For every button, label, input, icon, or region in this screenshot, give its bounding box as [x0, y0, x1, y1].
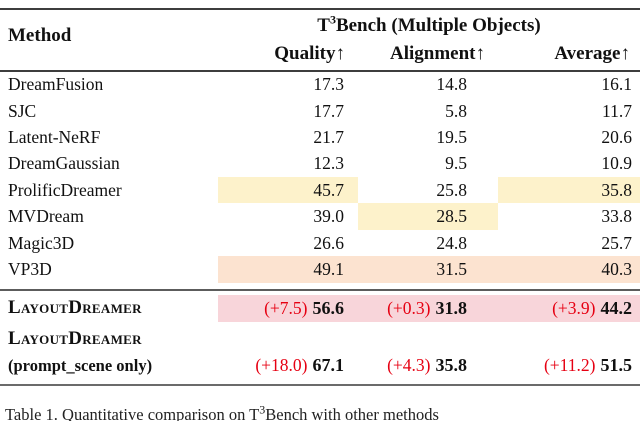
- method-name-ours-variant: LayoutDreamer (prompt_scene only): [0, 326, 218, 380]
- average-cell-ours: (+11.2) 51.5: [498, 351, 640, 380]
- benchmark-header-group: T3Bench (Multiple Objects) Quality↑ Alig…: [218, 10, 640, 70]
- method-name: VP3D: [8, 258, 52, 279]
- caption-text-rest: Bench with other methods: [265, 405, 439, 421]
- table-top-rule: [0, 8, 640, 10]
- table-row-dreamgaussian: DreamGaussian 12.3 9.5 10.9: [0, 151, 640, 177]
- alignment-cell-ours: (+4.3) 35.8: [358, 351, 498, 380]
- quality-value: 56.6: [312, 297, 345, 318]
- method-name: MVDream: [8, 206, 84, 227]
- alignment-cell: 14.8: [436, 74, 467, 95]
- table-row-prolificdreamer: ProlificDreamer 45.7 25.8 35.8: [0, 177, 640, 204]
- alignment-cell: 9.5: [445, 153, 467, 174]
- quality-delta: (+18.0): [255, 354, 308, 375]
- quality-delta: (+7.5): [264, 297, 308, 318]
- alignment-value: 35.8: [435, 354, 468, 375]
- alignment-delta: (+0.3): [387, 297, 431, 318]
- average-cell-highlighted: 40.3: [498, 256, 640, 283]
- metric-column-headers: Quality↑ Alignment↑ Average↑: [218, 40, 640, 68]
- table-row-layoutdreamer-prompt-scene: LayoutDreamer (prompt_scene only) (+18.0…: [0, 322, 640, 380]
- quality-cell-ours: (+7.5) 56.6: [218, 294, 358, 322]
- quality-cell: 26.6: [313, 232, 344, 253]
- method-column-header: Method: [8, 25, 72, 46]
- method-name: ProlificDreamer: [8, 179, 122, 200]
- average-cell: 20.6: [601, 126, 632, 147]
- average-delta: (+3.9): [552, 297, 596, 318]
- alignment-delta: (+4.3): [387, 354, 431, 375]
- benchmark-title-rest: Bench (Multiple Objects): [335, 15, 541, 36]
- average-cell: 11.7: [602, 100, 632, 121]
- quality-cell-highlighted: 49.1: [218, 256, 358, 283]
- average-value: 44.2: [600, 297, 633, 318]
- header-rule: [0, 70, 640, 72]
- method-name: Magic3D: [8, 232, 75, 253]
- quality-cell: 21.7: [313, 126, 344, 147]
- table-row-latent-nerf: Latent-NeRF 21.7 19.5 20.6: [0, 124, 640, 150]
- alignment-column-header: Alignment↑: [390, 43, 485, 64]
- quality-cell: 39.0: [313, 206, 344, 227]
- method-name: SJC: [8, 100, 37, 121]
- table-header: Method T3Bench (Multiple Objects) Qualit…: [0, 10, 640, 70]
- table-row-dreamfusion: DreamFusion 17.3 14.8 16.1: [0, 72, 640, 98]
- alignment-cell: 24.8: [436, 232, 467, 253]
- method-name: DreamGaussian: [8, 153, 120, 174]
- average-value: 51.5: [600, 354, 633, 375]
- method-name: DreamFusion: [8, 74, 104, 95]
- method-note: (prompt_scene only): [8, 355, 153, 375]
- average-cell: 33.8: [601, 206, 632, 227]
- average-cell: 16.1: [601, 74, 632, 95]
- alignment-cell-highlighted: 31.5: [358, 256, 498, 283]
- benchmark-title: T3Bench (Multiple Objects): [218, 12, 640, 40]
- table-row-magic3d: Magic3D 26.6 24.8 25.7: [0, 230, 640, 256]
- quality-cell: 12.3: [313, 153, 344, 174]
- alignment-cell: 19.5: [436, 126, 467, 147]
- mid-rule: [0, 288, 640, 291]
- alignment-value: 31.8: [435, 297, 468, 318]
- average-cell-highlighted: 35.8: [498, 177, 640, 204]
- quality-cell: 17.3: [313, 74, 344, 95]
- average-cell: 10.9: [601, 153, 632, 174]
- alignment-cell: 25.8: [436, 179, 467, 200]
- benchmark-title-prefix: T: [317, 15, 330, 36]
- benchmark-title-superscript: 3: [329, 12, 336, 27]
- method-name: LayoutDreamer: [8, 327, 142, 349]
- table-row-layoutdreamer: LayoutDreamer (+7.5) 56.6 (+0.3) 31.8 (+…: [0, 294, 640, 322]
- method-name: Latent-NeRF: [8, 126, 101, 147]
- quality-cell: 17.7: [313, 100, 344, 121]
- alignment-cell-ours: (+0.3) 31.8: [358, 294, 498, 322]
- method-name-ours: LayoutDreamer: [8, 297, 142, 319]
- table-caption-clipped: Table 1. Quantitative comparison on T3Be…: [0, 402, 640, 421]
- alignment-cell: 5.8: [445, 100, 467, 121]
- quality-cell-highlighted: 45.7: [218, 177, 358, 204]
- quality-column-header: Quality↑: [274, 43, 345, 64]
- quality-value: 67.1: [312, 354, 345, 375]
- table-bottom-rule: [0, 383, 640, 387]
- baseline-rows: DreamFusion 17.3 14.8 16.1 SJC 17.7 5.8 …: [0, 72, 640, 283]
- table-row-sjc: SJC 17.7 5.8 11.7: [0, 98, 640, 124]
- table-row-mvdream: MVDream 39.0 28.5 33.8: [0, 203, 640, 230]
- average-delta: (+11.2): [543, 354, 596, 375]
- average-cell-ours: (+3.9) 44.2: [498, 294, 640, 322]
- table-row-vp3d: VP3D 49.1 31.5 40.3: [0, 256, 640, 283]
- caption-superscript: 3: [259, 402, 266, 417]
- average-cell: 25.7: [601, 232, 632, 253]
- alignment-cell-highlighted: 28.5: [358, 203, 498, 230]
- caption-text: Table 1. Quantitative comparison on T: [5, 405, 260, 421]
- average-column-header: Average↑: [554, 43, 630, 64]
- quality-cell-ours: (+18.0) 67.1: [218, 351, 358, 380]
